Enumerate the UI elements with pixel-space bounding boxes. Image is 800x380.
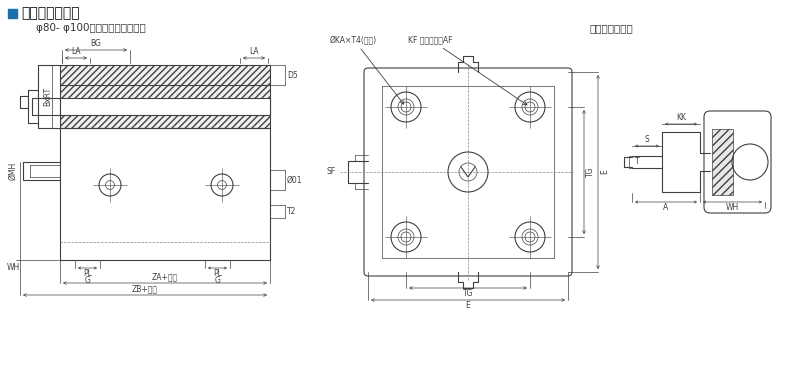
Text: T2: T2 [287, 207, 296, 216]
Bar [712, 129, 733, 195]
Text: 活塞杆外螺纹型: 活塞杆外螺纹型 [590, 23, 634, 33]
Text: TG: TG [586, 167, 595, 177]
Text: T: T [634, 157, 639, 166]
Text: PL: PL [213, 269, 222, 278]
Bar [60, 65, 270, 128]
Text: TG: TG [462, 290, 474, 299]
Text: E: E [466, 301, 470, 310]
Text: E: E [600, 169, 609, 174]
Text: WH: WH [6, 263, 20, 272]
Text: G: G [214, 276, 221, 285]
Text: BxRT: BxRT [43, 87, 53, 106]
Text: SF: SF [327, 166, 336, 176]
Text: BG: BG [90, 40, 102, 49]
Bar [8, 9, 17, 18]
FancyBboxPatch shape [364, 68, 572, 276]
Text: WH: WH [726, 204, 739, 212]
Text: KF 有效螺纹深AF: KF 有效螺纹深AF [408, 35, 527, 105]
Text: S: S [645, 135, 650, 144]
FancyBboxPatch shape [704, 111, 771, 213]
Text: ZA+行程: ZA+行程 [152, 272, 178, 282]
Text: φ80- φ100（活塞杆内螺纹型）: φ80- φ100（活塞杆内螺纹型） [36, 23, 146, 33]
Text: A: A [663, 204, 669, 212]
Bar [60, 98, 270, 115]
Text: Ø01: Ø01 [287, 176, 302, 185]
Text: 外形与安装尺寸: 外形与安装尺寸 [21, 6, 80, 21]
Text: LA: LA [71, 48, 81, 57]
Text: D5: D5 [287, 71, 298, 79]
Text: ØMH: ØMH [9, 162, 18, 180]
Text: ØKA×T4(前盖): ØKA×T4(前盖) [330, 35, 404, 104]
Text: PL: PL [83, 269, 92, 278]
Text: LA: LA [249, 48, 259, 57]
Text: KK: KK [676, 113, 686, 122]
Text: ZB+行程: ZB+行程 [132, 285, 158, 293]
Text: G: G [85, 276, 90, 285]
